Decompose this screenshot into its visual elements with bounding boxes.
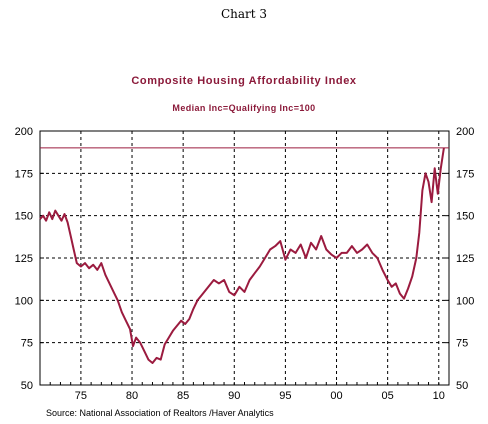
y-tick-label-left: 50 bbox=[21, 380, 33, 392]
y-tick-label-right: 50 bbox=[456, 380, 468, 392]
y-tick-label-left: 100 bbox=[15, 295, 33, 307]
x-tick-label: 10 bbox=[433, 390, 445, 402]
x-tick-label: 00 bbox=[330, 390, 342, 402]
axis-ticks bbox=[39, 130, 450, 386]
y-tick-label-right: 125 bbox=[456, 253, 474, 265]
y-tick-label-right: 200 bbox=[456, 126, 474, 138]
y-tick-label-left: 200 bbox=[15, 126, 33, 138]
source-note: Source: National Association of Realtors… bbox=[46, 408, 274, 418]
figure-label: Chart 3 bbox=[221, 7, 267, 21]
series-line bbox=[39, 147, 445, 364]
x-tick-label: 75 bbox=[75, 390, 87, 402]
tick-labels: 50 50 75 75 100 100 125 125 150 150 175 175 200 200 75… bbox=[15, 126, 475, 402]
x-tick-label: 85 bbox=[177, 390, 189, 402]
y-tick-label-right: 100 bbox=[456, 295, 474, 307]
y-tick-label-left: 150 bbox=[15, 211, 33, 223]
x-tick-label: 90 bbox=[228, 390, 240, 402]
x-tick-label: 95 bbox=[279, 390, 291, 402]
x-tick-label: 80 bbox=[126, 390, 138, 402]
y-tick-label-right: 75 bbox=[456, 338, 468, 350]
y-tick-label-right: 175 bbox=[456, 168, 474, 180]
y-tick-label-left: 75 bbox=[21, 338, 33, 350]
y-tick-label-left: 175 bbox=[15, 168, 33, 180]
y-tick-label-right: 150 bbox=[456, 211, 474, 223]
gridlines bbox=[40, 131, 449, 385]
y-tick-label-left: 125 bbox=[15, 253, 33, 265]
chart-title: Composite Housing Affordability Index bbox=[131, 75, 357, 87]
chart-subtitle: Median Inc=Qualifying Inc=100 bbox=[172, 103, 315, 113]
x-tick-label: 05 bbox=[382, 390, 394, 402]
series-layer bbox=[39, 147, 445, 364]
